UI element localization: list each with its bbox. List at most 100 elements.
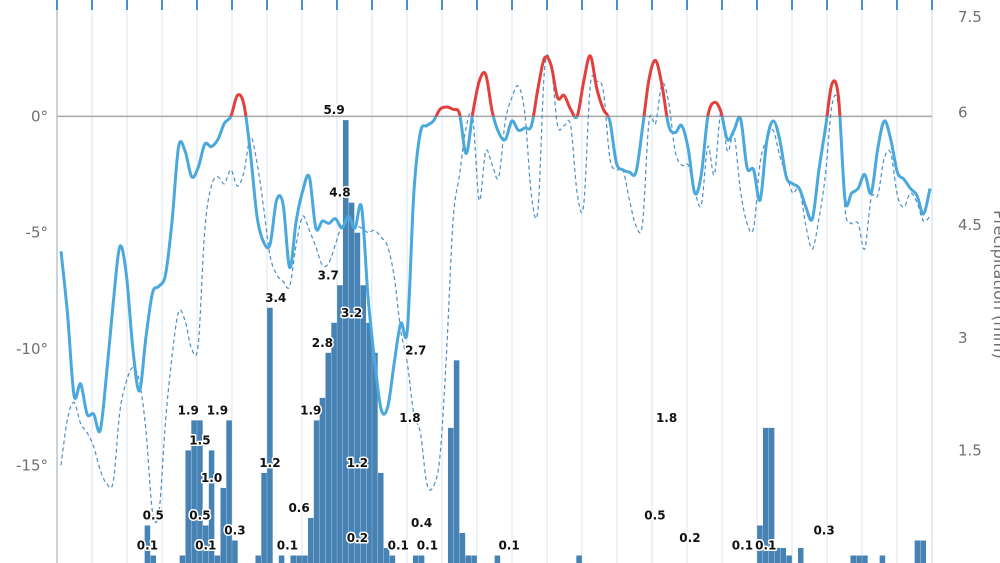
precipitation-bar: [202, 525, 209, 563]
precipitation-bar: [768, 427, 775, 563]
precipitation-data-label: 4.8: [329, 186, 350, 200]
precipitation-bar: [226, 420, 232, 563]
precipitation-bar: [261, 472, 267, 563]
right-tick-label: 1.5: [958, 441, 982, 459]
precipitation-data-label: 0.2: [347, 531, 368, 545]
precipitation-data-label: 3.4: [265, 291, 286, 305]
precipitation-bar: [255, 555, 262, 563]
precipitation-bar: [418, 555, 425, 563]
precipitation-data-label: 1.9: [178, 403, 199, 417]
right-tick-label: 7.5: [958, 8, 982, 26]
precipitation-data-label: 0.3: [813, 523, 834, 537]
precipitation-data-label: 0.1: [417, 538, 438, 552]
precipitation-bar: [307, 517, 314, 563]
precipitation-data-label: 0.5: [189, 508, 210, 522]
precipitation-bar: [342, 120, 349, 563]
precipitation-bar: [354, 232, 361, 563]
temperature-line-below-zero: [59, 116, 932, 434]
precipitation-data-label: 0.1: [498, 538, 519, 552]
precipitation-bar: [214, 555, 221, 563]
precipitation-bar: [920, 540, 927, 563]
precipitation-bar: [797, 547, 804, 563]
precipitation-bar: [278, 555, 285, 563]
precipitation-data-label: 0.1: [755, 538, 776, 552]
precipitation-data-labels: 0.5 0.1 1.9 1.5 1.9 1.0 0.5 0.1 0.3 3.4 1.2 0.1 0.6 1…: [135, 102, 836, 554]
precipitation-bar: [786, 555, 792, 563]
vertical-gridlines: [56, 0, 933, 563]
precipitation-bar: [325, 352, 332, 563]
precipitation-bar: [757, 525, 763, 563]
precipitation-data-label: 0.3: [224, 523, 245, 537]
precipitation-bar: [850, 555, 857, 563]
precipitation-data-label: 0.6: [288, 501, 309, 515]
precipitation-bar: [453, 360, 460, 563]
precipitation-data-label: 3.7: [318, 268, 339, 282]
precipitation-data-label: 1.0: [201, 471, 222, 485]
precipitation-bar: [879, 555, 886, 563]
precipitation-data-label: 0.4: [411, 516, 432, 530]
precipitation-bar: [412, 555, 419, 563]
left-tick-label: -15°: [16, 456, 48, 474]
temperature-line-above-zero: [229, 54, 842, 117]
precipitation-bar: [319, 397, 326, 563]
precipitation-bar: [337, 285, 343, 563]
right-tick-label: 4.5: [958, 216, 982, 234]
precipitation-bar: [447, 427, 454, 563]
precipitation-bar: [377, 472, 384, 563]
precipitation-bar: [383, 547, 390, 563]
precipitation-data-label: 0.1: [277, 538, 298, 552]
precipitation-bar: [360, 285, 367, 563]
precipitation-bar: [296, 555, 302, 563]
precipitation-bar: [232, 540, 238, 563]
precipitation-data-label: 0.1: [388, 538, 409, 552]
precipitation-data-label: 3.2: [341, 306, 362, 320]
precipitation-bar: [185, 450, 192, 563]
precipitation-bar: [459, 532, 466, 563]
precipitation-bar: [780, 547, 787, 563]
precipitation-bar: [179, 555, 186, 563]
precipitation-bars: [144, 120, 927, 563]
precipitation-bar: [331, 322, 337, 563]
precipitation-data-label: 0.1: [732, 538, 753, 552]
right-tick-label: 3: [958, 329, 968, 347]
precipitation-bar: [267, 307, 273, 563]
precipitation-data-label: 0.1: [195, 538, 216, 552]
left-axis-ticks: 0° -5° -10° -15°: [16, 107, 48, 474]
precipitation-data-label: 1.9: [300, 403, 321, 417]
precipitation-bar: [290, 555, 297, 563]
precipitation-bar: [366, 322, 372, 563]
precipitation-data-label: 1.2: [347, 456, 368, 470]
precipitation-data-label: 1.8: [399, 411, 420, 425]
precipitation-data-label: 5.9: [323, 103, 344, 117]
precipitation-data-label: 0.1: [137, 538, 158, 552]
precipitation-data-label: 2.7: [405, 343, 426, 357]
precipitation-data-label: 0.5: [644, 508, 665, 522]
precipitation-bar: [348, 202, 355, 563]
precipitation-bar: [494, 555, 501, 563]
left-tick-label: -10°: [16, 340, 48, 358]
precipitation-bar: [389, 555, 396, 563]
precipitation-bar: [313, 420, 320, 563]
precipitation-data-label: 1.2: [259, 456, 280, 470]
precipitation-bar: [150, 555, 157, 563]
left-tick-label: 0°: [31, 107, 48, 125]
precipitation-bar: [208, 450, 215, 563]
precipitation-bar: [220, 487, 227, 563]
precipitation-data-label: 0.5: [143, 508, 164, 522]
precipitation-bar: [862, 555, 868, 563]
precipitation-data-label: 1.8: [656, 411, 677, 425]
precipitation-bar: [914, 540, 921, 563]
left-tick-label: -5°: [26, 224, 48, 242]
precipitation-bar: [762, 427, 769, 563]
right-tick-label: 6: [958, 104, 968, 122]
precipitation-bar: [302, 555, 308, 563]
precipitation-data-label: 0.2: [679, 531, 700, 545]
precipitation-bar: [465, 555, 472, 563]
precipitation-bar: [576, 555, 582, 563]
precipitation-bar: [774, 547, 781, 563]
precipitation-data-label: 1.9: [207, 403, 228, 417]
precipitation-bar: [471, 555, 477, 563]
precipitation-bar: [197, 420, 203, 563]
precipitation-data-label: 1.5: [189, 433, 210, 447]
